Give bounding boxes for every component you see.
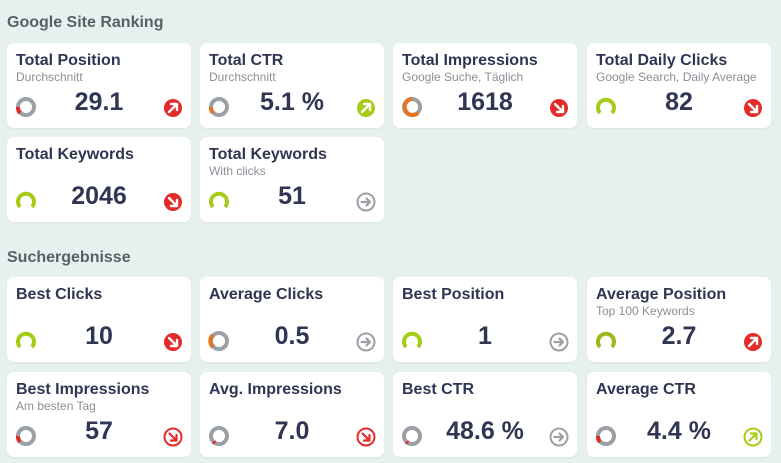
trend-arrow-icon (164, 193, 182, 211)
card-title: Average Clicks (209, 286, 324, 303)
dashboard-card[interactable]: Total Keywords With clicks 51 (200, 137, 384, 222)
gauge-icon (596, 331, 616, 349)
card-title: Best Position (402, 286, 505, 303)
card-title: Total CTR (209, 52, 284, 69)
card-subtitle: Durchschnitt (209, 70, 276, 84)
trend-arrow-icon (743, 427, 763, 447)
card-value: 29.1 (74, 88, 124, 116)
trend-arrow-icon (744, 99, 762, 117)
gauge-icon (209, 191, 229, 209)
dashboard-card[interactable]: Total Keywords 2046 (7, 137, 191, 222)
dashboard-card[interactable]: Best Position 1 (393, 277, 577, 362)
card-subtitle: With clicks (209, 164, 266, 178)
card-title: Total Impressions (402, 52, 538, 69)
card-title: Average Position (596, 286, 727, 303)
trend-arrow-icon (549, 427, 569, 447)
trend-arrow-icon (549, 332, 569, 352)
card-value: 10 (85, 322, 113, 350)
card-value: 2046 (71, 182, 127, 210)
gauge-icon (16, 331, 36, 349)
dashboard-card[interactable]: Avg. Impressions 7.0 (200, 372, 384, 457)
trend-arrow-icon (356, 192, 376, 212)
card-subtitle: Top 100 Keywords (596, 304, 695, 318)
trend-arrow-icon (164, 99, 182, 117)
dashboard-card[interactable]: Best Impressions Am besten Tag 57 (7, 372, 191, 457)
dashboard-card[interactable]: Total CTR Durchschnitt 5.1 % (200, 43, 384, 128)
gauge-icon (208, 97, 229, 117)
card-title: Total Keywords (209, 146, 327, 163)
card-value: 57 (85, 417, 113, 445)
card-title: Total Position (16, 52, 121, 69)
trend-arrow-icon (163, 427, 183, 447)
dashboard-card[interactable]: Average Position Top 100 Keywords 2.7 (587, 277, 771, 362)
trend-arrow-icon (357, 99, 375, 117)
gauge-icon (208, 331, 229, 351)
gauge-icon (15, 426, 36, 446)
card-value: 1618 (457, 88, 513, 116)
trend-arrow-icon (550, 99, 568, 117)
gauge-icon (15, 97, 36, 117)
dashboard-card[interactable]: Total Daily Clicks Google Search, Daily … (587, 43, 771, 128)
gauge-icon (402, 331, 422, 349)
trend-arrow-icon (744, 333, 762, 351)
trend-arrow-icon (164, 333, 182, 351)
card-title: Average CTR (596, 381, 696, 398)
gauge-icon (16, 191, 36, 209)
section-title-search: Suchergebnisse (7, 249, 131, 266)
card-title: Total Keywords (16, 146, 134, 163)
card-title: Avg. Impressions (209, 381, 342, 398)
card-title: Total Daily Clicks (596, 52, 728, 69)
card-value: 2.7 (661, 322, 697, 350)
section-title-ranking: Google Site Ranking (7, 14, 164, 31)
gauge-icon (595, 426, 616, 446)
card-subtitle: Durchschnitt (16, 70, 83, 84)
card-title: Best Impressions (16, 381, 150, 398)
gauge-icon (402, 97, 422, 117)
dashboard-card[interactable]: Average CTR 4.4 % (587, 372, 771, 457)
gauge-icon (596, 97, 616, 115)
card-value: 4.4 % (647, 417, 711, 445)
card-value: 0.5 (274, 322, 310, 350)
card-subtitle: Google Search, Daily Average (596, 70, 757, 84)
card-value: 5.1 % (260, 88, 324, 116)
dashboard-card[interactable]: Best Clicks 10 (7, 277, 191, 362)
dashboard-card[interactable]: Best CTR 48.6 % (393, 372, 577, 457)
card-value: 48.6 % (446, 417, 524, 445)
card-value: 51 (278, 182, 306, 210)
card-value: 82 (665, 88, 693, 116)
dashboard-card[interactable]: Average Clicks 0.5 (200, 277, 384, 362)
gauge-icon (209, 426, 229, 446)
card-subtitle: Google Suche, Täglich (402, 70, 524, 84)
gauge-icon (402, 426, 422, 446)
trend-arrow-icon (356, 427, 376, 447)
card-value: 1 (478, 322, 492, 350)
card-title: Best CTR (402, 381, 475, 398)
card-title: Best Clicks (16, 286, 103, 303)
trend-arrow-icon (356, 332, 376, 352)
card-value: 7.0 (274, 417, 310, 445)
dashboard-card[interactable]: Total Position Durchschnitt 29.1 (7, 43, 191, 128)
card-subtitle: Am besten Tag (16, 399, 96, 413)
dashboard-card[interactable]: Total Impressions Google Suche, Täglich … (393, 43, 577, 128)
